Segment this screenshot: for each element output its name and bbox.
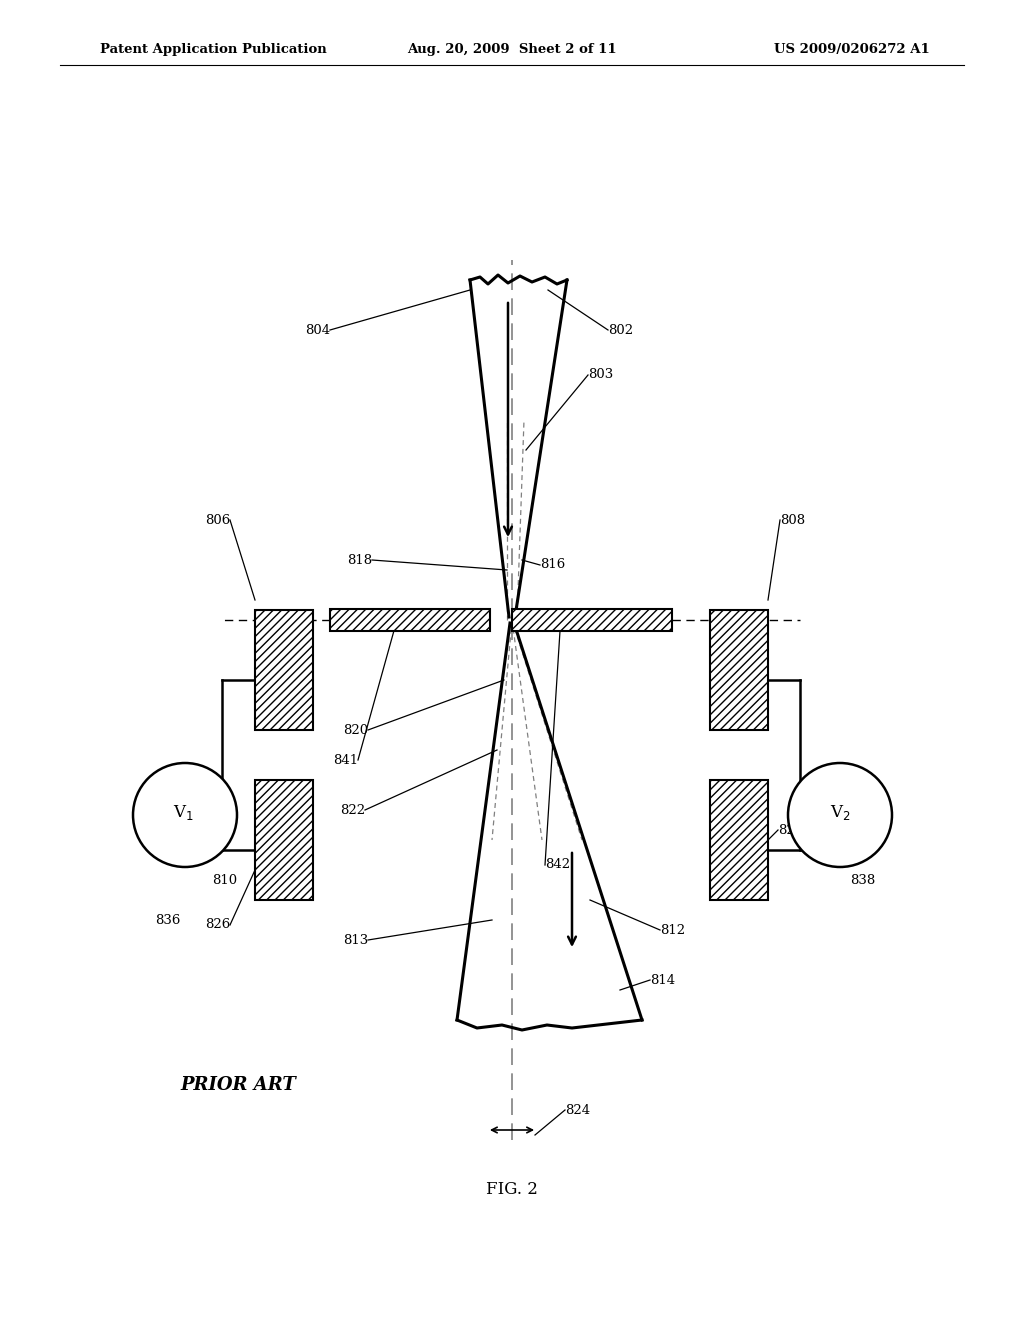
Text: 806: 806 (205, 513, 230, 527)
Text: 816: 816 (540, 558, 565, 572)
Circle shape (133, 763, 237, 867)
Text: 828: 828 (778, 824, 803, 837)
Bar (255, 780, 313, 900)
Text: 818: 818 (347, 553, 372, 566)
Text: 820: 820 (343, 723, 368, 737)
Text: 803: 803 (588, 368, 613, 381)
Text: FIG. 2: FIG. 2 (486, 1181, 538, 1199)
Text: Aug. 20, 2009  Sheet 2 of 11: Aug. 20, 2009 Sheet 2 of 11 (408, 44, 616, 57)
Text: 802: 802 (608, 323, 633, 337)
Text: PRIOR ART: PRIOR ART (180, 1076, 296, 1094)
Text: 841: 841 (333, 754, 358, 767)
Text: 804: 804 (305, 323, 330, 337)
Text: 810: 810 (212, 874, 238, 887)
Text: 812: 812 (660, 924, 685, 936)
Text: US 2009/0206272 A1: US 2009/0206272 A1 (774, 44, 930, 57)
Text: 826: 826 (205, 919, 230, 932)
Bar (255, 610, 313, 730)
Text: 838: 838 (850, 874, 876, 887)
Bar (710, 610, 768, 730)
Text: 814: 814 (650, 974, 675, 986)
Text: V$_2$: V$_2$ (829, 804, 850, 822)
Text: V$_1$: V$_1$ (173, 804, 194, 822)
Bar (330, 609, 490, 631)
Text: 813: 813 (343, 933, 368, 946)
Bar (512, 609, 672, 631)
Bar (710, 780, 768, 900)
Text: 808: 808 (780, 513, 805, 527)
Text: 836: 836 (155, 913, 180, 927)
Circle shape (788, 763, 892, 867)
Text: Patent Application Publication: Patent Application Publication (100, 44, 327, 57)
Text: 822: 822 (340, 804, 365, 817)
Text: 824: 824 (565, 1104, 590, 1117)
Text: 842: 842 (545, 858, 570, 871)
